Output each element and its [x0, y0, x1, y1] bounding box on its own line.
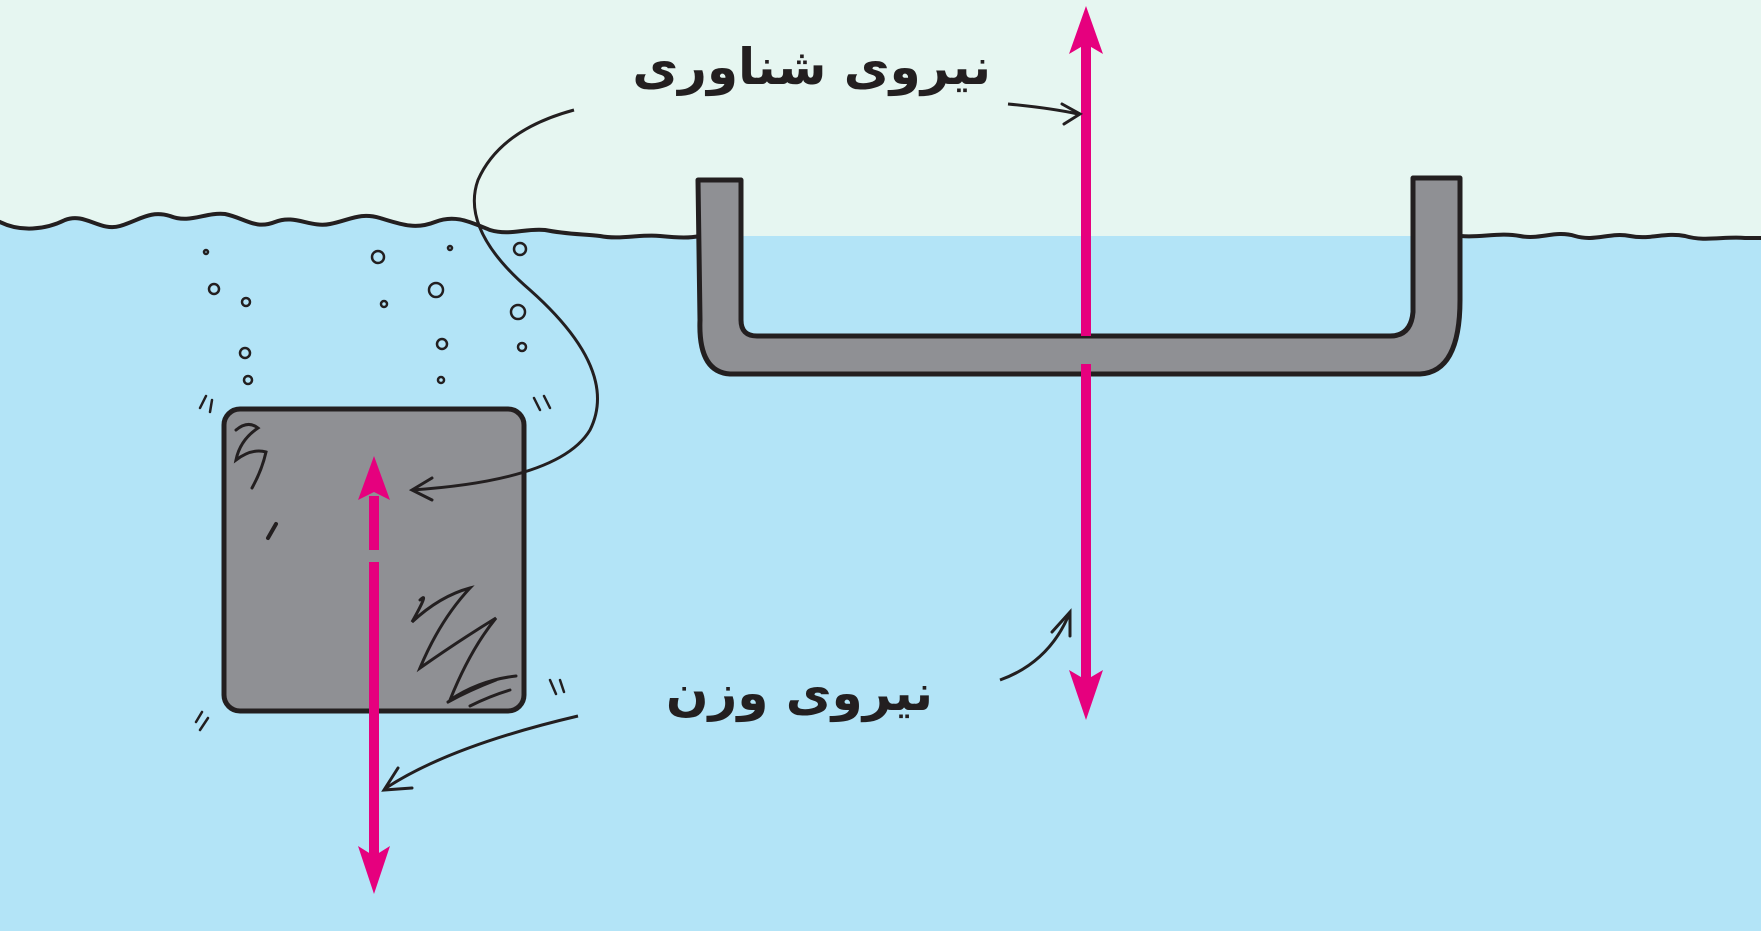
- buoyant-leader-curve-to-block: [411, 108, 599, 492]
- tray-buoyant-arrow: [1069, 6, 1103, 336]
- floating-tray: [695, 175, 1463, 377]
- weight-leader-head: [1050, 608, 1072, 638]
- bubble: [242, 374, 254, 386]
- bubble: [207, 282, 221, 296]
- bubble: [436, 375, 446, 385]
- water-region: [0, 213, 1761, 931]
- bubble: [238, 346, 252, 360]
- bubble: [512, 241, 528, 257]
- block-scribble-top-left: [233, 423, 268, 490]
- buoyant-leader-line: [1007, 102, 1079, 116]
- weight-force-label: نیروی وزن: [665, 664, 933, 722]
- bubble: [379, 299, 389, 309]
- bubbles: [202, 241, 528, 386]
- water-surface-line-right: [1459, 232, 1761, 241]
- buoyant-leader-curve-head: [408, 476, 434, 502]
- water-surface-line: [0, 211, 702, 240]
- bubble: [427, 281, 445, 299]
- block-scribble-dot: [266, 522, 278, 540]
- buoyant-leader-head: [1060, 102, 1083, 126]
- bubble: [435, 337, 449, 351]
- bubble: [202, 248, 210, 256]
- block-motion-ticks: [194, 394, 566, 732]
- weight-leader-to-block-head: [381, 766, 414, 792]
- block-scribble-bottom-right-2: [446, 678, 512, 708]
- tray-weight-arrow: [1069, 364, 1103, 720]
- bubble: [509, 303, 527, 321]
- block-weight-arrow: [358, 562, 390, 894]
- weight-leader-line: [999, 611, 1072, 682]
- bubble: [446, 244, 454, 252]
- block-buoyant-arrow: [358, 456, 390, 550]
- weight-leader-to-block: [385, 714, 579, 790]
- bubble: [240, 296, 252, 308]
- bubble: [370, 249, 386, 265]
- buoyant-force-label: نیروی شناوری: [632, 38, 991, 96]
- bubble: [516, 341, 528, 353]
